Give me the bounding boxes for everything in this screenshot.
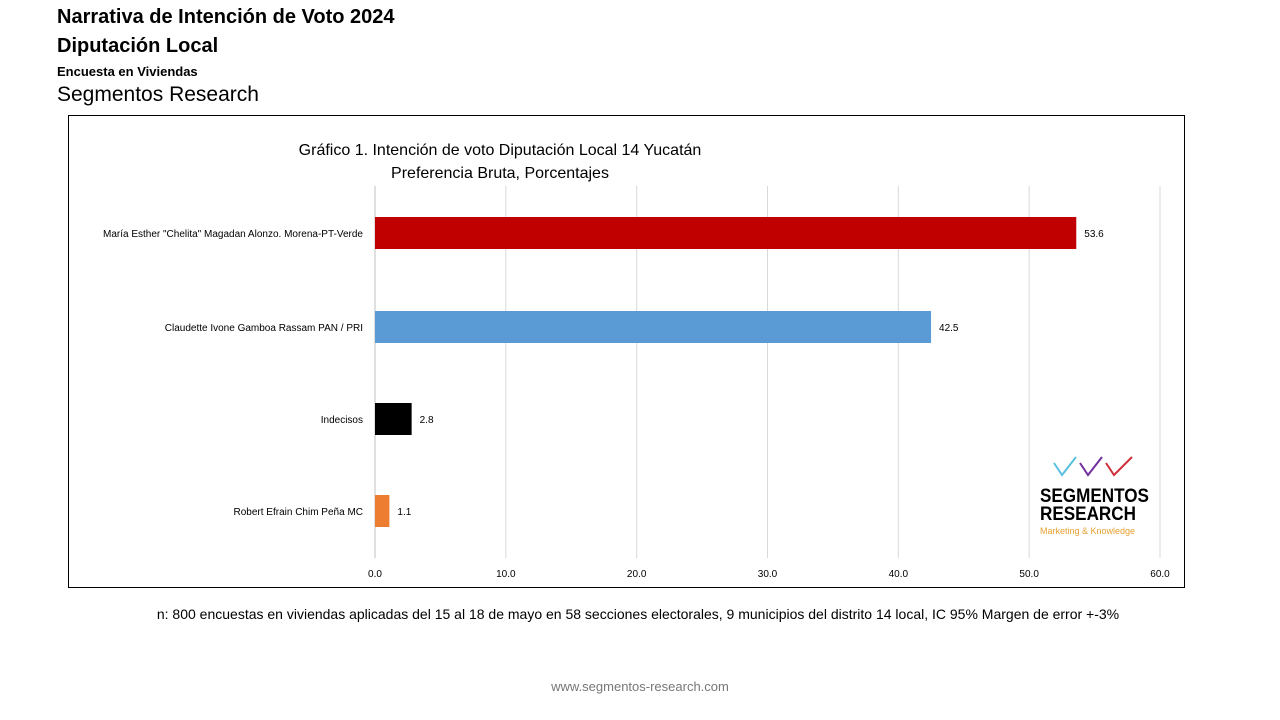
chart-title: Gráfico 1. Intención de voto Diputación … — [299, 142, 702, 159]
x-tick-label: 60.0 — [1150, 569, 1170, 580]
category-label: María Esther "Chelita" Magadan Alonzo. M… — [103, 229, 363, 240]
segmentos-logo: SEGMENTOS RESEARCH Marketing & Knowledge — [1040, 455, 1170, 536]
x-tick-label: 0.0 — [368, 569, 382, 580]
data-label: 1.1 — [397, 507, 411, 518]
category-label: Robert Efrain Chim Peña MC — [234, 507, 364, 518]
chart-subtitle: Preferencia Bruta, Porcentajes — [391, 165, 609, 182]
x-tick-label: 40.0 — [889, 569, 909, 580]
methodology-note: n: 800 encuestas en viviendas aplicadas … — [156, 606, 1120, 622]
category-label: Claudette Ivone Gamboa Rassam PAN / PRI — [165, 323, 363, 334]
website-url[interactable]: www.segmentos-research.com — [551, 679, 729, 694]
bar — [375, 217, 1077, 249]
logo-tagline: Marketing & Knowledge — [1040, 526, 1136, 536]
logo-line2: RESEARCH — [1040, 504, 1136, 525]
x-tick-label: 30.0 — [758, 569, 778, 580]
x-tick-label: 50.0 — [1019, 569, 1039, 580]
bar — [375, 403, 412, 435]
x-tick-label: 10.0 — [496, 569, 516, 580]
category-label: Indecisos — [321, 415, 363, 426]
checkmarks-icon — [1053, 456, 1133, 477]
data-label: 53.6 — [1084, 229, 1104, 240]
x-tick-label: 20.0 — [627, 569, 647, 580]
report-title: Narrativa de Intención de Voto 2024 — [57, 6, 395, 28]
bar — [375, 311, 932, 343]
logo-line1: SEGMENTOS — [1040, 486, 1149, 507]
report-subtitle: Diputación Local — [57, 35, 219, 57]
data-label: 42.5 — [939, 323, 959, 334]
data-label: 2.8 — [420, 415, 434, 426]
company-name: Segmentos Research — [57, 83, 259, 106]
bar — [375, 495, 390, 527]
survey-type: Encuesta en Viviendas — [57, 64, 198, 79]
chart-frame — [68, 115, 1185, 588]
